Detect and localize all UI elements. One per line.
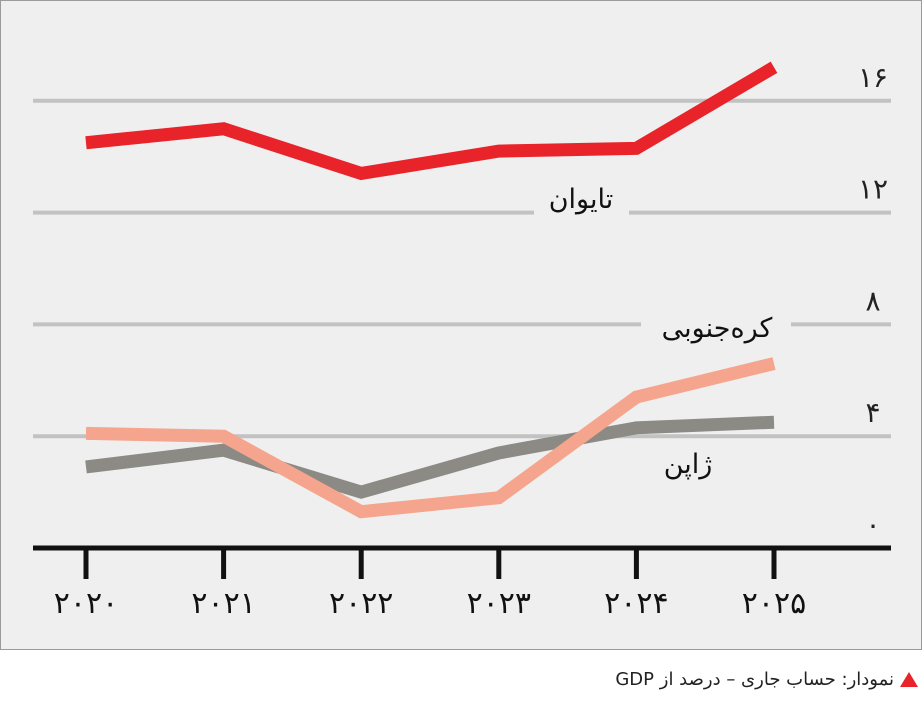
x-tick-label: ۲۰۲۳ (467, 586, 531, 621)
x-tick-label: ۲۰۲۱ (191, 586, 255, 621)
series-label-taiwan: تایوان (549, 184, 614, 215)
x-tick-label: ۲۰۲۲ (329, 586, 393, 621)
series-line-japan (85, 415, 775, 499)
x-axis (33, 545, 891, 579)
y-tick-labels: ۰ ۴ ۸ ۱۲ ۱۶ (858, 61, 888, 541)
x-tick-label: ۲۰۲۰ (54, 586, 118, 621)
series-labels: تایوان کره‌جنوبی ژاپن (549, 184, 773, 480)
series-lines (85, 61, 778, 519)
y-tick-label: ۱۶ (858, 61, 888, 94)
series-label-korea: کره‌جنوبی (662, 313, 773, 344)
chart-caption: نمودار: حساب جاری – درصد از GDP (615, 669, 918, 690)
x-tick-label: ۲۰۲۴ (604, 586, 668, 621)
line-chart: ۰ ۴ ۸ ۱۲ ۱۶ تایوان کره‌جنوبی ژاپن ۲۰۲۰ ۲۰۲۱ ۲۰۲۲… (33, 61, 891, 621)
series-line-taiwan (85, 61, 778, 181)
series-label-japan: ژاپن (664, 449, 713, 480)
series-line-korea (85, 357, 776, 519)
gridlines (33, 98, 891, 439)
y-tick-label: ۰ (865, 508, 880, 541)
triangle-marker-icon (900, 672, 918, 687)
x-tick-labels: ۲۰۲۰ ۲۰۲۱ ۲۰۲۲ ۲۰۲۳ ۲۰۲۴ ۲۰۲۵ (54, 586, 806, 621)
chart-panel: ۰ ۴ ۸ ۱۲ ۱۶ تایوان کره‌جنوبی ژاپن ۲۰۲۰ ۲۰۲۱ ۲۰۲۲… (0, 0, 922, 650)
caption-text: نمودار: حساب جاری – درصد از GDP (615, 669, 894, 690)
y-tick-label: ۱۲ (858, 173, 888, 206)
x-tick-label: ۲۰۲۵ (742, 586, 806, 621)
y-tick-label: ۸ (865, 284, 880, 317)
y-tick-label: ۴ (865, 396, 880, 429)
